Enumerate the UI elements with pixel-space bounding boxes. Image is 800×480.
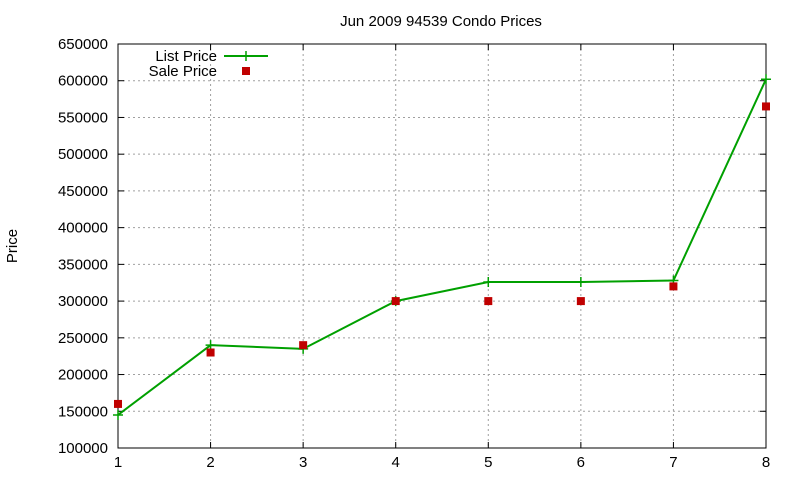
y-tick-label: 500000: [58, 146, 108, 163]
series-list-price: [113, 74, 771, 420]
y-tick-label: 200000: [58, 367, 108, 384]
series-line: [117, 78, 767, 416]
plot-border: [117, 43, 767, 449]
x-tick-label: 1: [114, 454, 122, 471]
chart-title: Jun 2009 94539 Condo Prices: [340, 13, 542, 30]
y-tick-label: 550000: [58, 109, 108, 126]
y-tick-label: 650000: [58, 36, 108, 53]
y-tick-label: 250000: [58, 330, 108, 347]
legend-entry: List Price: [155, 48, 268, 65]
data-point: [762, 102, 770, 111]
y-tick-label: 300000: [58, 293, 108, 310]
data-point: [299, 341, 308, 350]
data-point: [575, 276, 586, 287]
y-tick-label: 400000: [58, 220, 108, 237]
axis-ticks: 1 2 3 4 5 6 7 8 100000 150000 200000 250000 300000 35…: [58, 36, 770, 471]
y-tick-label: 600000: [58, 73, 108, 90]
plot-area: [117, 43, 767, 449]
series-layer: [113, 74, 771, 420]
y-tick-label: 150000: [58, 403, 108, 420]
x-tick-label: 3: [299, 454, 307, 471]
x-tick-label: 7: [669, 454, 677, 471]
x-tick-label: 5: [484, 454, 492, 471]
x-tick-label: 8: [762, 454, 770, 471]
data-point: [205, 340, 216, 351]
legend-marker: [242, 67, 250, 75]
y-tick-label: 350000: [58, 256, 108, 273]
y-axis-label: Price: [4, 229, 21, 263]
grid: [118, 44, 766, 448]
data-point: [484, 297, 493, 306]
data-point: [113, 409, 123, 420]
legend-label: Sale Price: [149, 63, 217, 80]
series-sale-price: [114, 102, 770, 408]
x-tick-label: 6: [577, 454, 585, 471]
legend-label: List Price: [155, 48, 217, 65]
y-tick-label: 450000: [58, 183, 108, 200]
legend-entry: Sale Price: [149, 63, 250, 80]
data-point: [669, 282, 678, 291]
data-point: [761, 74, 771, 85]
data-point: [114, 399, 122, 408]
x-tick-label: 2: [206, 454, 214, 471]
data-point: [391, 297, 400, 306]
legend-marker: [241, 51, 251, 61]
data-point: [576, 297, 585, 306]
data-point: [483, 276, 494, 287]
y-tick-label: 100000: [58, 440, 108, 457]
data-point: [206, 348, 215, 357]
x-tick-label: 4: [392, 454, 400, 471]
